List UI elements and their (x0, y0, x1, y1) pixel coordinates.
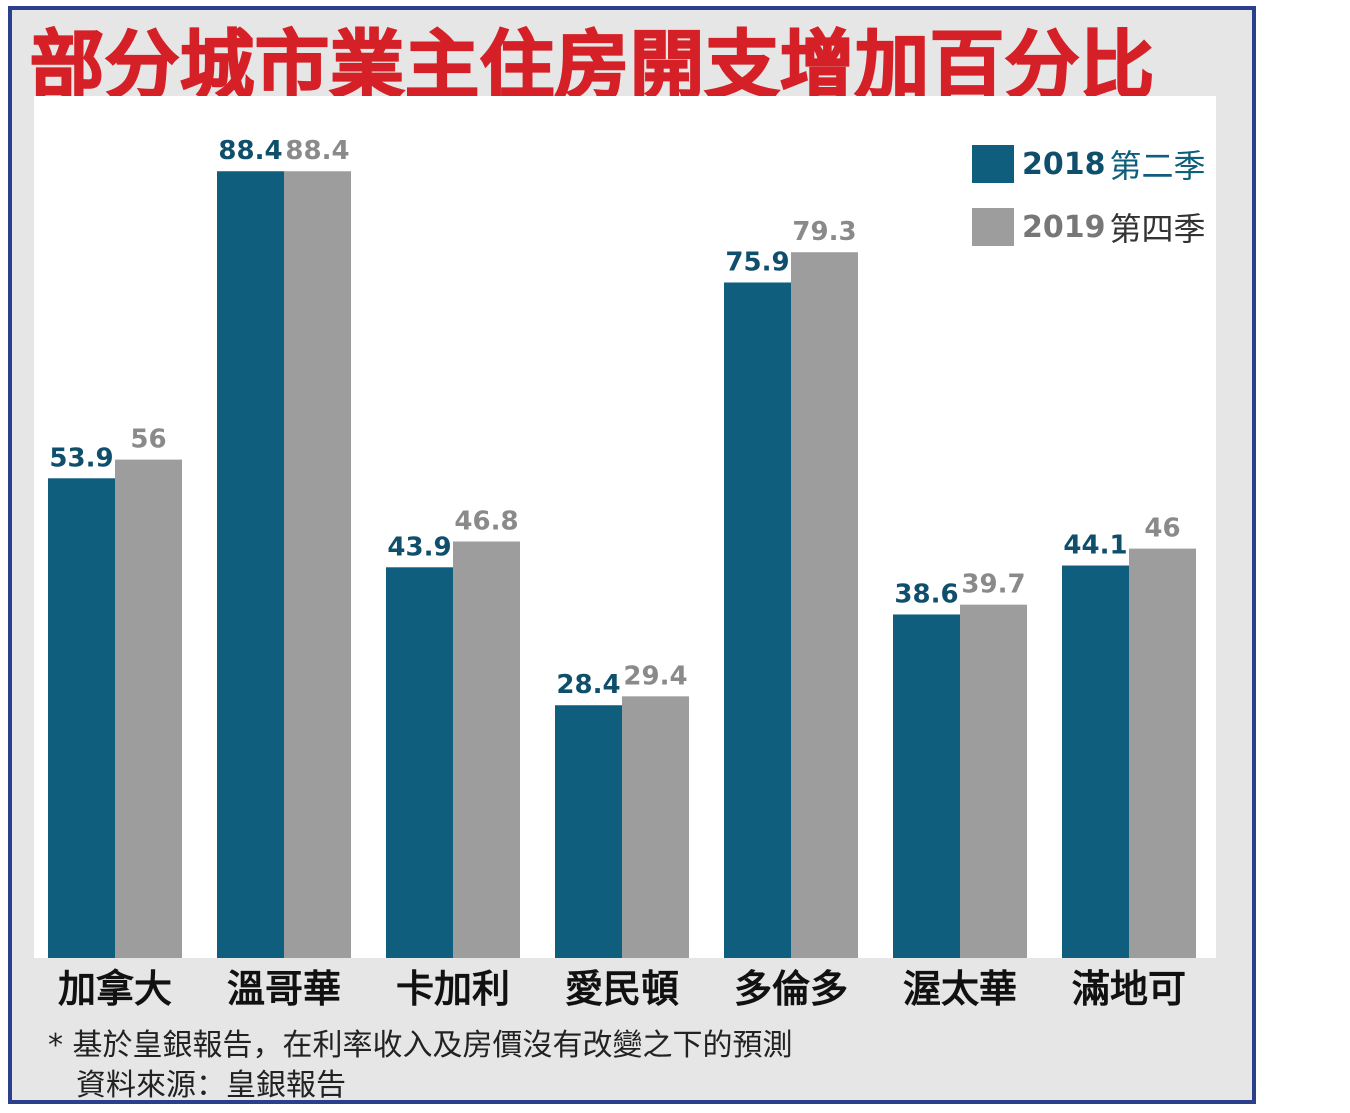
legend-quarter-2018: 第二季 (1109, 147, 1206, 185)
value-label-2018-6: 44.1 (1063, 531, 1127, 561)
category-label-5: 渥太華 (902, 967, 1017, 1011)
category-label-3: 愛民頓 (564, 967, 679, 1011)
bar-2018-4 (724, 282, 791, 958)
bar-2018-5 (893, 614, 960, 958)
bar-2018-3 (555, 705, 622, 958)
legend-swatch-2019 (972, 208, 1014, 246)
legend-item-2019: 2019 第四季 (972, 205, 1206, 249)
chart-title: 部分城市業主住房開支增加百分比 (29, 22, 1155, 110)
category-label-4: 多倫多 (733, 967, 848, 1011)
category-label-2: 卡加利 (395, 967, 510, 1011)
category-label-1: 溫哥華 (226, 967, 341, 1011)
value-label-2018-3: 28.4 (556, 670, 620, 700)
bar-2018-1 (217, 171, 284, 959)
bar-2019-2 (453, 541, 520, 958)
bar-2019-3 (622, 696, 689, 958)
bar-2019-6 (1129, 548, 1196, 958)
bar-2018-2 (386, 567, 453, 958)
legend-swatch-2018 (972, 145, 1014, 183)
value-label-2019-2: 46.8 (454, 506, 518, 536)
source-note: 資料來源：皇銀報告 (76, 1068, 346, 1103)
legend-item-2018: 2018 第二季 (972, 142, 1206, 186)
bar-2019-5 (960, 604, 1027, 958)
category-label-6: 滿地可 (1071, 967, 1186, 1011)
value-label-2018-0: 53.9 (49, 443, 113, 473)
value-label-2019-4: 79.3 (792, 217, 856, 247)
bar-2019-0 (115, 459, 182, 958)
bar-2019-4 (791, 252, 858, 959)
value-label-2018-2: 43.9 (387, 532, 451, 562)
bar-2018-6 (1062, 565, 1129, 958)
value-label-2019-1: 88.4 (285, 136, 349, 166)
legend-quarter-2019: 第四季 (1109, 210, 1206, 248)
bar-2018-0 (48, 478, 115, 958)
legend-year-2018: 2018 (1022, 146, 1106, 182)
value-label-2019-3: 29.4 (623, 661, 687, 691)
category-label-0: 加拿大 (57, 967, 172, 1011)
legend-year-2019: 2019 (1022, 209, 1106, 245)
footnote: * 基於皇銀報告，在利率收入及房價沒有改變之下的預測 (48, 1028, 793, 1063)
bar-2019-1 (284, 171, 351, 959)
value-label-2018-5: 38.6 (894, 579, 958, 609)
value-label-2018-1: 88.4 (218, 136, 282, 166)
value-label-2019-0: 56 (130, 425, 166, 455)
value-label-2019-5: 39.7 (961, 570, 1025, 600)
value-label-2019-6: 46 (1144, 514, 1180, 544)
value-label-2018-4: 75.9 (725, 247, 789, 277)
